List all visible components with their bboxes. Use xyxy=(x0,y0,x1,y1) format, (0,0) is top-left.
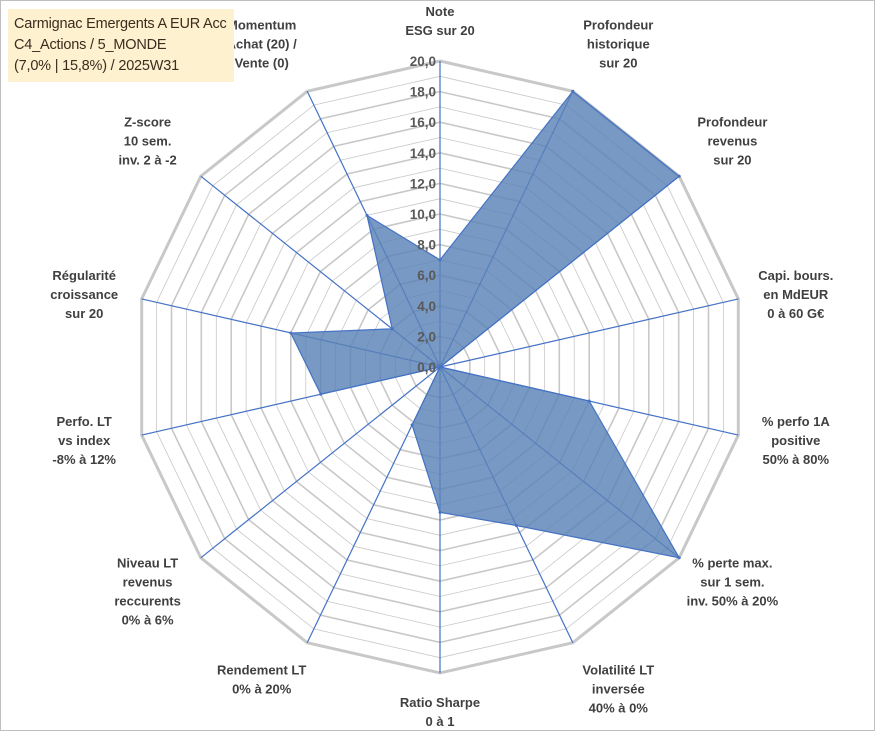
axis-label: Niveau LT revenus reccurents 0% à 6% xyxy=(114,556,180,628)
radar-series-area xyxy=(289,90,681,559)
axis-label-line: Volatilité LT xyxy=(582,663,654,678)
tick-label: 18,0 xyxy=(410,85,436,100)
axis-label-line: revenus xyxy=(707,134,757,149)
axis-label: Ratio Sharpe 0 à 1 xyxy=(400,695,480,729)
axis-label: Z-score 10 sem. inv. 2 à -2 xyxy=(118,115,176,168)
axis-label-line: ESG sur 20 xyxy=(405,23,474,38)
title-line-fund: Carmignac Emergents A EUR Acc xyxy=(14,16,227,32)
axis-label: Volatilité LT inversée 40% à 0% xyxy=(582,663,654,716)
radar-point xyxy=(587,399,591,403)
axis-label-line: Profondeur xyxy=(583,18,653,33)
axis-label-line: -8% à 12% xyxy=(52,452,116,467)
radar-point xyxy=(677,174,681,178)
axis-label-line: Perfo. LT xyxy=(57,414,112,429)
axis-label: % perfo 1A positive 50% à 80% xyxy=(762,414,831,467)
axis-label: Rendement LT 0% à 20% xyxy=(217,663,306,697)
radar-spoke xyxy=(200,366,441,559)
axis-label-line: 10 sem. xyxy=(124,134,172,149)
radar-tick-labels: 0,0 2,0 4,0 6,0 8,0 10,0 12,0 14,0 16,0 18,0 20,0 xyxy=(410,54,436,375)
tick-label: 10,0 xyxy=(410,207,436,222)
axis-label-line: en MdEUR xyxy=(763,287,829,302)
axis-label-line: revenus xyxy=(123,575,173,590)
radar-point xyxy=(289,331,293,335)
tick-label: 20,0 xyxy=(410,54,436,69)
axis-label: Profondeur revenus sur 20 xyxy=(697,115,767,168)
axis-label-line: historique xyxy=(587,37,650,52)
axis-label: % perte max. sur 1 sem. inv. 50% à 20% xyxy=(687,556,779,609)
radar-spoke xyxy=(439,298,739,368)
axis-label-line: positive xyxy=(771,433,820,448)
axis-label: Profondeur historique sur 20 xyxy=(583,18,653,71)
tick-label: 14,0 xyxy=(410,146,436,161)
radar-point xyxy=(410,423,414,427)
tick-label: 4,0 xyxy=(417,299,436,314)
axis-label-line: 50% à 80% xyxy=(763,452,830,467)
axis-label-line: 40% à 0% xyxy=(589,701,649,716)
tick-label: 2,0 xyxy=(417,329,436,344)
axis-label-line: Momentum xyxy=(227,18,296,33)
axis-label: Momentum Achat (20) / Vente (0) xyxy=(227,18,297,71)
axis-label-line: Note xyxy=(426,4,455,19)
axis-label-line: % perte max. xyxy=(692,556,772,571)
tick-label: 16,0 xyxy=(410,115,436,130)
axis-label-line: sur 1 sem. xyxy=(700,575,764,590)
axis-label-line: Z-score xyxy=(124,115,171,130)
radar-point xyxy=(365,213,369,217)
axis-label-line: Vente (0) xyxy=(235,56,289,71)
title-line-stats: (7,0% | 15,8%) / 2025W31 xyxy=(14,58,180,74)
radar-point xyxy=(514,524,518,527)
radar-point xyxy=(677,556,681,560)
axis-label-line: 0% à 20% xyxy=(232,682,292,697)
axis-label-line: sur 20 xyxy=(599,56,637,71)
axis-label-line: sur 20 xyxy=(713,153,751,168)
axis-label-line: reccurents xyxy=(114,594,180,609)
radar-point xyxy=(438,510,442,514)
tick-label: 6,0 xyxy=(417,268,436,283)
axis-label-line: 0 à 1 xyxy=(426,714,455,729)
tick-label: 8,0 xyxy=(417,238,436,253)
axis-label-line: inversée xyxy=(592,682,645,697)
axis-label-line: Capi. bours. xyxy=(758,268,833,283)
axis-label-line: 0 à 60 G€ xyxy=(767,306,824,321)
axis-label-line: croissance xyxy=(50,287,118,302)
axis-label-line: Régularité xyxy=(52,268,116,283)
axis-label: Perfo. LT vs index -8% à 12% xyxy=(52,414,116,467)
radar-point xyxy=(438,258,442,262)
axis-label-line: 0% à 6% xyxy=(122,613,174,628)
radar-point xyxy=(319,392,323,396)
axis-label: Capi. bours. en MdEUR 0 à 60 G€ xyxy=(758,268,833,321)
axis-label-line: Profondeur xyxy=(697,115,767,130)
title-box: Carmignac Emergents A EUR Acc C4_Actions… xyxy=(8,9,234,82)
axis-label-line: sur 20 xyxy=(65,306,103,321)
radar-point xyxy=(438,365,442,369)
axis-label: Note ESG sur 20 xyxy=(405,4,474,38)
tick-label: 12,0 xyxy=(410,176,436,191)
axis-label-line: % perfo 1A xyxy=(762,414,831,429)
axis-label-line: Achat (20) / xyxy=(227,37,297,52)
radar-axis-labels: Note ESG sur 20 Profondeur historique sur 20… xyxy=(50,4,833,729)
tick-label: 0,0 xyxy=(417,360,436,375)
axis-label-line: Niveau LT xyxy=(117,556,178,571)
axis-label-line: inv. 50% à 20% xyxy=(687,594,779,609)
radar-point xyxy=(571,89,575,93)
radar-point xyxy=(390,327,394,331)
radar-series xyxy=(289,89,681,560)
axis-label: Régularité croissance sur 20 xyxy=(50,268,118,321)
axis-label-line: Ratio Sharpe xyxy=(400,695,480,710)
axis-label-line: vs index xyxy=(58,433,111,448)
axis-label-line: Rendement LT xyxy=(217,663,306,678)
title-line-category: C4_Actions / 5_MONDE xyxy=(14,37,167,53)
axis-label-line: inv. 2 à -2 xyxy=(118,153,176,168)
